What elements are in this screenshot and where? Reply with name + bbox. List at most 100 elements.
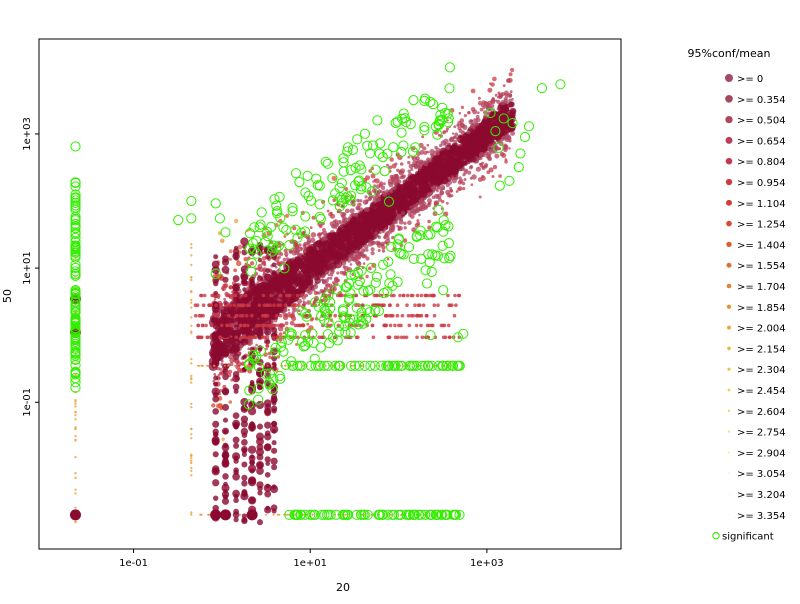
significant-point [419, 121, 430, 132]
cloud-point [339, 270, 344, 275]
cloud-point [295, 343, 298, 346]
significant-point [408, 95, 419, 106]
cloud-point [472, 109, 478, 115]
stripe-point [256, 275, 264, 282]
significant-point [536, 83, 548, 94]
significant-point [375, 138, 386, 149]
cloud-point [324, 278, 329, 284]
stripe-point [391, 313, 395, 318]
stripe-point [74, 402, 77, 406]
stripe-point [301, 323, 306, 328]
cloud-point [365, 248, 369, 252]
significant-point [378, 259, 389, 270]
cloud-point [223, 297, 227, 301]
stripe-point [434, 364, 437, 367]
cloud-point [483, 164, 488, 169]
stripe-point [232, 436, 240, 444]
significant-point [249, 222, 260, 233]
stripe-point [317, 364, 320, 367]
cloud-point [449, 186, 452, 190]
cloud-point [487, 141, 493, 147]
stripe-point [265, 268, 271, 274]
cloud-point [318, 232, 323, 236]
stripe-point [241, 446, 248, 453]
stripe-point [207, 513, 210, 516]
significant-point [320, 294, 331, 305]
cloud-point [391, 223, 394, 226]
stripe-point [221, 490, 230, 499]
stripe-point [285, 293, 289, 298]
cloud-point [418, 206, 424, 212]
cloud-point [213, 373, 217, 376]
cloud-point [211, 403, 216, 408]
stripe-point [190, 437, 193, 440]
stripe-point [190, 474, 193, 477]
x-axis-label: 20 [336, 581, 350, 594]
significant-point [454, 509, 465, 520]
cloud-point [466, 130, 471, 135]
cloud-point [306, 238, 312, 243]
stripe-point [249, 421, 255, 427]
cloud-point [321, 256, 327, 261]
cloud-point [509, 118, 515, 124]
cloud-point [438, 198, 442, 202]
stripe-point [249, 468, 255, 474]
significant-point [70, 228, 81, 240]
legend-label: >= 2.454 [737, 386, 786, 397]
stripe-point [221, 387, 230, 395]
stripe-point [248, 454, 256, 462]
significant-point [343, 295, 355, 306]
stripe-point [241, 474, 248, 481]
stripe-point [446, 323, 451, 328]
cloud-point [258, 266, 264, 272]
cloud-point [409, 192, 417, 200]
cloud-point [456, 174, 459, 177]
significant-point [345, 313, 356, 324]
cloud-point [397, 227, 401, 231]
cloud-point [394, 182, 398, 187]
significant-point [523, 121, 535, 132]
cloud-point [229, 362, 234, 366]
legend-label: >= 1.704 [737, 282, 786, 293]
cloud-point [448, 137, 454, 143]
stripe-point [252, 335, 257, 340]
stripe-point [190, 381, 193, 384]
significant-point [254, 222, 265, 233]
stripe-point [453, 293, 457, 298]
cloud-point [463, 114, 467, 118]
stripe-point [190, 461, 193, 465]
cloud-point [484, 115, 488, 119]
cloud-point [409, 214, 415, 219]
stripe-point [201, 313, 205, 318]
stripe-point [241, 308, 248, 315]
cloud-point [317, 247, 328, 257]
cloud-point [388, 189, 392, 192]
stripe-point [242, 303, 246, 308]
cloud-point [396, 206, 403, 212]
stripe-point [265, 461, 271, 466]
cloud-point [407, 160, 411, 165]
significant-point [393, 233, 405, 244]
cloud-point [439, 143, 443, 148]
cloud-point [370, 251, 375, 256]
stripe-point [198, 364, 201, 367]
significant-point [305, 195, 317, 206]
cloud-point [263, 352, 268, 357]
stripe-point [338, 293, 343, 298]
stripe-point [271, 323, 276, 328]
legend-swatch [728, 451, 730, 454]
cloud-point [328, 258, 335, 265]
cloud-point [482, 105, 486, 110]
cloud-point [411, 227, 417, 233]
stripe-point [222, 351, 229, 358]
significant-point [352, 134, 363, 145]
significant-point [458, 328, 469, 339]
stripe-point [190, 278, 193, 282]
significant-point [426, 360, 438, 371]
cloud-point [379, 222, 384, 227]
stripe-point [190, 511, 193, 514]
stripe-point [286, 513, 288, 516]
stripe-point [257, 323, 262, 328]
stripe-point [213, 364, 215, 367]
